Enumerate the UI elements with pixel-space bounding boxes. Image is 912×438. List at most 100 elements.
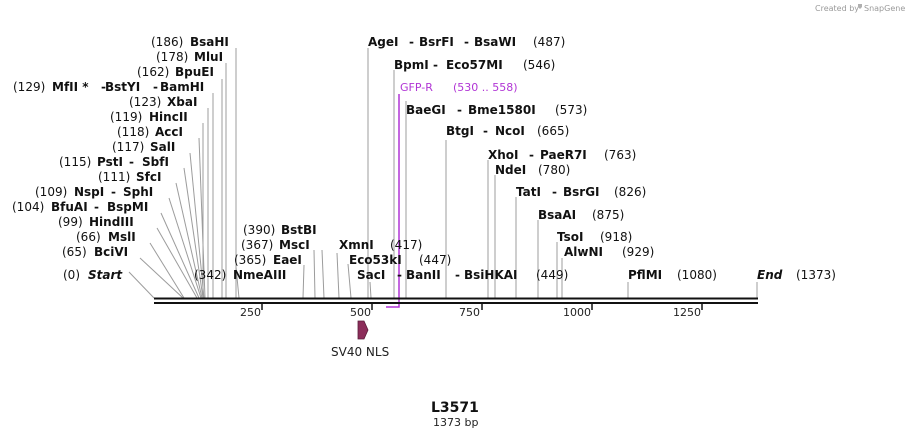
tick-750: 750 xyxy=(459,306,480,319)
site-hindiii: (99) HindIII xyxy=(58,215,134,229)
svg-text:-: - xyxy=(552,185,557,199)
svg-text:(390): (390) xyxy=(243,223,275,237)
site-name[interactable]: BciVI xyxy=(94,245,128,259)
site-name[interactable]: BamHI xyxy=(160,80,204,94)
site-name[interactable]: BspMI xyxy=(107,200,148,214)
site-hincii: (119) HincII xyxy=(110,110,188,124)
svg-text:(117): (117) xyxy=(112,140,144,154)
svg-text:-: - xyxy=(455,268,460,282)
site-name[interactable]: HincII xyxy=(149,110,188,124)
site-start: (0) Start xyxy=(63,268,123,282)
site-name[interactable]: Eco57MI xyxy=(446,58,503,72)
site-name[interactable]: BaeGI xyxy=(406,103,446,117)
site-alwni: AlwNI (929) xyxy=(564,245,654,259)
site-name[interactable]: XbaI xyxy=(167,95,197,109)
site-name[interactable]: BsrFI xyxy=(419,35,454,49)
site-name[interactable]: SalI xyxy=(150,140,175,154)
site-bcivi: (65) BciVI xyxy=(62,245,128,259)
site-name[interactable]: Eco53kI xyxy=(349,253,402,267)
site-name[interactable]: BpuEI xyxy=(175,65,214,79)
svg-text:(1373): (1373) xyxy=(796,268,836,282)
site-name[interactable]: NmeAIII xyxy=(233,268,286,282)
site-acci: (118) AccI xyxy=(117,125,183,139)
svg-text:(929): (929) xyxy=(622,245,654,259)
site-name[interactable]: EaeI xyxy=(273,253,302,267)
site-name[interactable]: NdeI xyxy=(495,163,526,177)
svg-text:(66): (66) xyxy=(76,230,101,244)
site-sali: (117) SalI xyxy=(112,140,175,154)
site-name[interactable]: MluI xyxy=(194,50,223,64)
tick-250: 250 xyxy=(240,306,261,319)
svg-text:(0): (0) xyxy=(63,268,80,282)
site-name[interactable]: BsaAI xyxy=(538,208,576,222)
svg-text:(449): (449) xyxy=(536,268,568,282)
site-name[interactable]: SfcI xyxy=(136,170,161,184)
site-name[interactable]: PaeR7I xyxy=(540,148,587,162)
svg-text:(546): (546) xyxy=(523,58,555,72)
svg-text:(780): (780) xyxy=(538,163,570,177)
svg-text:(367): (367) xyxy=(241,238,273,252)
site-name[interactable]: MfII * xyxy=(52,80,89,94)
site-name[interactable]: AgeI xyxy=(368,35,398,49)
site-eaei: (365) EaeI xyxy=(234,253,302,267)
site-name[interactable]: MslI xyxy=(108,230,136,244)
site-name[interactable]: NspI xyxy=(74,185,104,199)
site-name[interactable]: BsaHI xyxy=(190,35,229,49)
site-name[interactable]: PstI xyxy=(97,155,123,169)
site-bsaai: BsaAI (875) xyxy=(538,208,624,222)
site-xhoi-group: XhoI - PaeR7I (763) xyxy=(488,148,636,162)
site-name[interactable]: TatI xyxy=(516,185,541,199)
feature-sv40-nls-label[interactable]: SV40 NLS xyxy=(331,345,389,359)
sv40-nls-arrow[interactable] xyxy=(357,320,369,340)
tick-1000: 1000 xyxy=(563,306,591,319)
site-name[interactable]: NcoI xyxy=(495,124,525,138)
site-name[interactable]: BanII xyxy=(406,268,441,282)
site-name[interactable]: BstYI xyxy=(105,80,140,94)
site-tati-group: TatI - BsrGI (826) xyxy=(516,185,646,199)
site-name[interactable]: BsrGI xyxy=(563,185,600,199)
site-name[interactable]: HindIII xyxy=(89,215,134,229)
site-name[interactable]: TsoI xyxy=(557,230,583,244)
site-name[interactable]: BsaWI xyxy=(474,35,516,49)
site-name[interactable]: SacI xyxy=(357,268,385,282)
site-bamhi-group: (129) MfII * - BstYI - BamHI xyxy=(13,80,204,94)
site-name[interactable]: BstBI xyxy=(281,223,317,237)
svg-text:(111): (111) xyxy=(98,170,130,184)
site-name[interactable]: Start xyxy=(88,268,123,282)
svg-text:(1080): (1080) xyxy=(677,268,717,282)
site-saci-group: SacI - BanII - BsiHKAI (449) xyxy=(357,268,568,282)
backbone xyxy=(154,297,758,304)
svg-text:(342): (342) xyxy=(194,268,226,282)
site-ndei: NdeI (780) xyxy=(495,163,570,177)
site-name[interactable]: AlwNI xyxy=(564,245,603,259)
svg-text:-: - xyxy=(464,35,469,49)
svg-text:(447): (447) xyxy=(419,253,451,267)
site-name[interactable]: End xyxy=(757,268,783,282)
svg-text:-: - xyxy=(111,185,116,199)
site-baegi-group: BaeGI - Bme1580I (573) xyxy=(406,103,587,117)
svg-text:(573): (573) xyxy=(555,103,587,117)
svg-text:(123): (123) xyxy=(129,95,161,109)
credit-text: Created by xyxy=(815,4,859,13)
svg-text:(918): (918) xyxy=(600,230,632,244)
site-name[interactable]: XmnI xyxy=(339,238,374,252)
site-name[interactable]: AccI xyxy=(155,125,183,139)
site-name[interactable]: BtgI xyxy=(446,124,474,138)
site-name[interactable]: PflMI xyxy=(628,268,662,282)
site-msli: (66) MslI xyxy=(76,230,136,244)
site-name[interactable]: MscI xyxy=(279,238,310,252)
svg-text:(763): (763) xyxy=(604,148,636,162)
site-labels: (186) BsaHI (178) MluI (162) BpuEI (129) Mf… xyxy=(12,35,836,282)
site-name[interactable]: SphI xyxy=(123,185,153,199)
site-name[interactable]: XhoI xyxy=(488,148,519,162)
primer-name[interactable]: GFP-R xyxy=(400,81,433,94)
svg-text:-: - xyxy=(153,80,158,94)
site-bstbi: (390) BstBI xyxy=(243,223,317,237)
site-name[interactable]: SbfI xyxy=(142,155,169,169)
site-bsahi: (186) BsaHI xyxy=(151,35,229,49)
site-name[interactable]: BfuAI xyxy=(51,200,88,214)
site-name[interactable]: BpmI xyxy=(394,58,429,72)
site-name[interactable]: BsiHKAI xyxy=(464,268,518,282)
site-name[interactable]: Bme1580I xyxy=(468,103,536,117)
svg-text:(826): (826) xyxy=(614,185,646,199)
